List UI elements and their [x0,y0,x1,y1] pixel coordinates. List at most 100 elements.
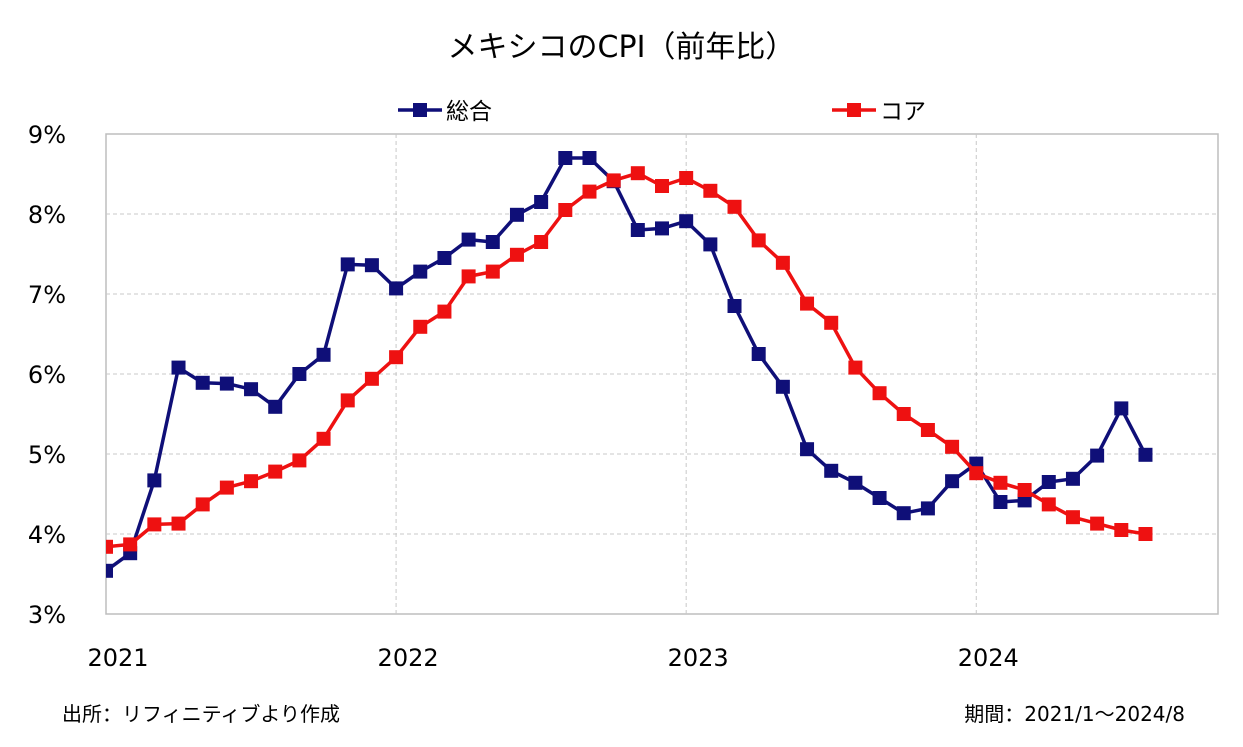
legend-marker [413,103,427,117]
data-point [364,258,379,273]
series-コア [106,166,1153,554]
data-point [413,264,428,279]
y-tick-label: 5% [28,441,66,469]
data-point [389,281,404,296]
legend-label: コア [880,99,926,125]
data-point [268,399,283,414]
data-point [534,195,549,209]
data-point [171,360,186,375]
data-point [292,367,307,381]
data-point [679,214,694,229]
data-point [219,480,234,495]
data-point [1041,475,1056,489]
data-point [106,563,113,578]
data-point [1090,516,1105,531]
data-point [848,360,863,375]
data-point [800,442,815,457]
data-point [461,269,476,284]
data-point [485,264,500,279]
data-point [106,539,113,554]
data-point [292,453,307,468]
data-point [945,474,960,489]
data-point [727,199,742,214]
data-point [485,235,500,249]
data-point [437,251,452,265]
y-tick-label: 7% [28,281,66,309]
series-総合 [106,151,1153,578]
y-tick-label: 3% [28,601,66,629]
data-point [1138,527,1153,541]
data-point [679,171,694,185]
data-point [1017,483,1032,497]
data-point [606,173,621,188]
data-point [461,232,476,247]
data-point [824,463,839,478]
data-point [969,466,984,481]
data-point [195,497,210,512]
data-point [316,431,331,446]
data-point [509,247,524,262]
period-note: 期間：2021/1～2024/8 [964,702,1185,726]
data-point [413,319,428,334]
axis-labels: 3% 4% 5% 6% 7% 8% 9% 2021 2022 2023 2024 [28,121,1019,672]
data-point [775,379,790,394]
series-line [106,171,1146,549]
data-point [1090,448,1105,463]
data-point [558,203,573,217]
data-point [1041,497,1056,512]
data-point [775,255,790,270]
data-point [920,423,935,437]
data-point [195,375,210,390]
data-point [1114,523,1129,537]
data-point [244,474,259,489]
series-line [106,156,1148,573]
data-point [147,517,162,532]
data-point [437,304,452,319]
y-tick-label: 4% [28,521,66,549]
data-point [219,376,234,391]
data-point [268,464,283,479]
data-point [630,166,645,181]
x-tick-label: 2021 [87,644,148,672]
data-point [872,491,887,505]
y-tick-label: 8% [28,201,66,229]
grid-lines [106,134,1218,614]
data-point [703,183,718,198]
data-point [340,393,355,408]
data-point [534,235,549,249]
data-point [993,475,1008,490]
y-tick-label: 6% [28,361,66,389]
data-point [872,386,887,401]
data-point [582,151,597,165]
data-point [630,223,645,237]
data-point [389,350,404,365]
data-point [340,257,355,272]
x-tick-label: 2023 [668,644,729,672]
legend-marker [847,103,861,117]
data-point [655,221,669,236]
data-point [582,184,597,199]
data-point [751,347,766,361]
data-point [848,475,863,490]
data-point [316,347,331,362]
data-point [558,151,573,165]
data-point [945,439,960,454]
data-point [1065,510,1080,525]
data-point [993,495,1008,509]
source-note: 出所：リフィニティブより作成 [62,702,340,726]
chart-title: メキシコのCPI（前年比） [447,30,796,65]
x-tick-label: 2024 [958,644,1019,672]
data-point [1065,471,1080,486]
y-tick-label: 9% [28,121,66,149]
data-point [824,315,839,330]
legend: 総合 コア [398,99,926,125]
data-point [655,179,669,193]
data-point [509,207,524,222]
data-point [147,473,162,488]
data-point [896,407,911,421]
series-layer [106,151,1153,578]
data-point [171,516,186,531]
data-point [896,506,911,521]
data-point [1138,447,1153,462]
